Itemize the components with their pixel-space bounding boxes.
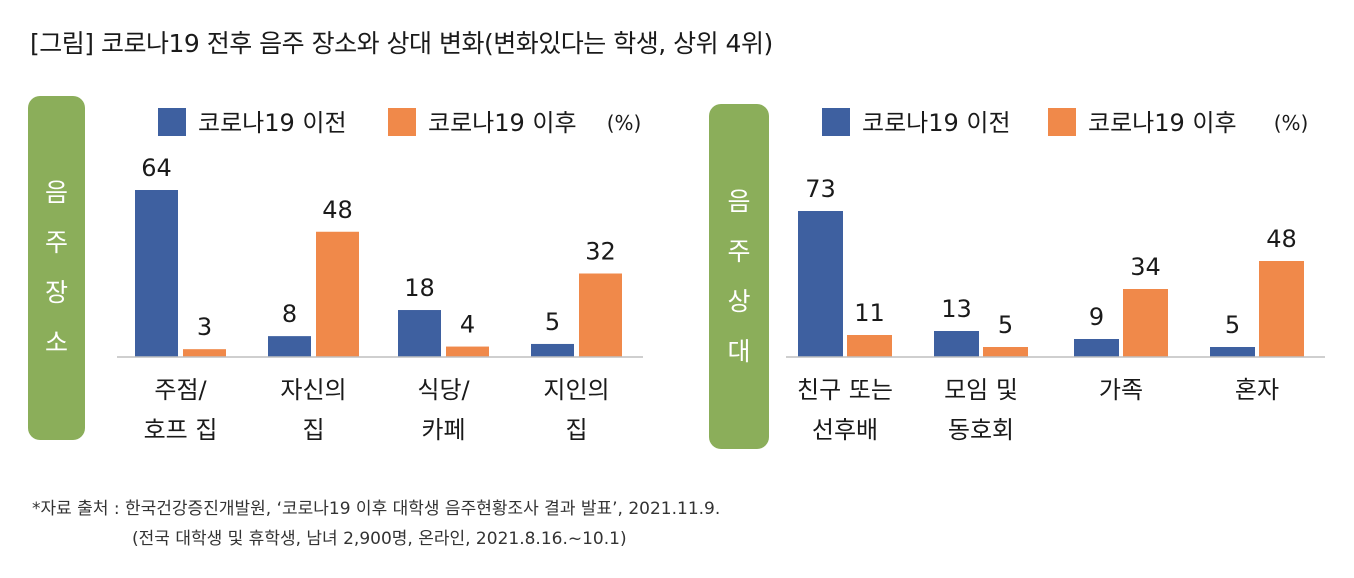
side-label-char: 소 [44,328,68,357]
category-label: 선후배 [812,416,878,444]
side-label-char: 대 [727,336,751,366]
bar [1074,339,1119,357]
bar-value-label: 13 [941,295,972,323]
bar-value-label: 11 [854,299,885,327]
side-label-char: 상 [727,286,751,316]
bar [268,336,311,357]
bar-value-label: 18 [404,274,435,302]
bar [446,346,489,357]
bar [135,190,178,357]
category-label: 자신의 [280,376,346,404]
legend-label: 코로나19 이후 [1088,109,1237,137]
side-label-char: 음 [44,178,68,207]
bar-value-label: 3 [197,313,212,341]
category-label: 집 [302,416,324,444]
legend-swatch [388,108,416,136]
bar-value-label: 5 [545,308,560,336]
category-label: 집 [565,416,587,444]
bar [983,347,1028,357]
bar-value-label: 34 [1130,253,1161,281]
bar-value-label: 32 [585,238,616,266]
source-note: *자료 출처 : 한국건강증진개발원, ‘코로나19 이후 대학생 음주현황조사… [32,499,721,519]
bar-value-label: 48 [1266,225,1297,253]
bar [316,231,359,357]
legend-swatch [1048,108,1076,136]
side-label-char: 음 [727,186,751,216]
unit-label: (%) [1274,111,1309,135]
legend-swatch [822,108,850,136]
bar-value-label: 9 [1089,303,1104,331]
chart-title: [그림] 코로나19 전후 음주 장소와 상대 변화(변화있다는 학생, 상위 … [30,29,773,58]
category-label: 혼자 [1235,376,1279,404]
bar [1123,289,1168,357]
bar [579,273,622,357]
bar-value-label: 5 [998,311,1013,339]
category-label: 동호회 [948,416,1014,444]
bar [1259,261,1304,357]
side-label-drinking-partner: 음 주 상 대 [709,104,769,449]
bar [847,335,892,357]
side-label-char: 주 [727,236,751,266]
bar [531,343,574,357]
side-label-drinking-place: 음 주 장 소 [28,96,85,440]
bar-value-label: 64 [141,154,172,182]
unit-label: (%) [607,111,642,135]
bar [183,349,226,357]
category-label: 주점/ [154,376,207,404]
category-label: 모임 및 [944,376,1018,404]
legend-label: 코로나19 이후 [428,109,577,137]
bar-value-label: 73 [805,175,836,203]
bar-value-label: 48 [322,196,353,224]
bar-value-label: 5 [1225,311,1240,339]
bar [798,211,843,357]
category-label: 지인의 [543,376,609,404]
legend-label: 코로나19 이전 [198,109,347,137]
category-label: 식당/ [417,376,470,404]
bar-value-label: 8 [282,300,297,328]
bar-value-label: 4 [460,311,475,339]
legend-label: 코로나19 이전 [862,109,1011,137]
side-label-char: 주 [44,228,68,257]
legend-swatch [158,108,186,136]
bar [934,331,979,357]
category-label: 카페 [421,416,465,444]
source-note-detail: (전국 대학생 및 휴학생, 남녀 2,900명, 온라인, 2021.8.16… [132,529,627,549]
category-label: 친구 또는 [797,376,893,404]
bar [1210,347,1255,357]
bar [398,310,441,357]
category-label: 가족 [1099,376,1143,404]
side-label-char: 장 [44,278,68,307]
category-label: 호프 집 [144,416,218,444]
